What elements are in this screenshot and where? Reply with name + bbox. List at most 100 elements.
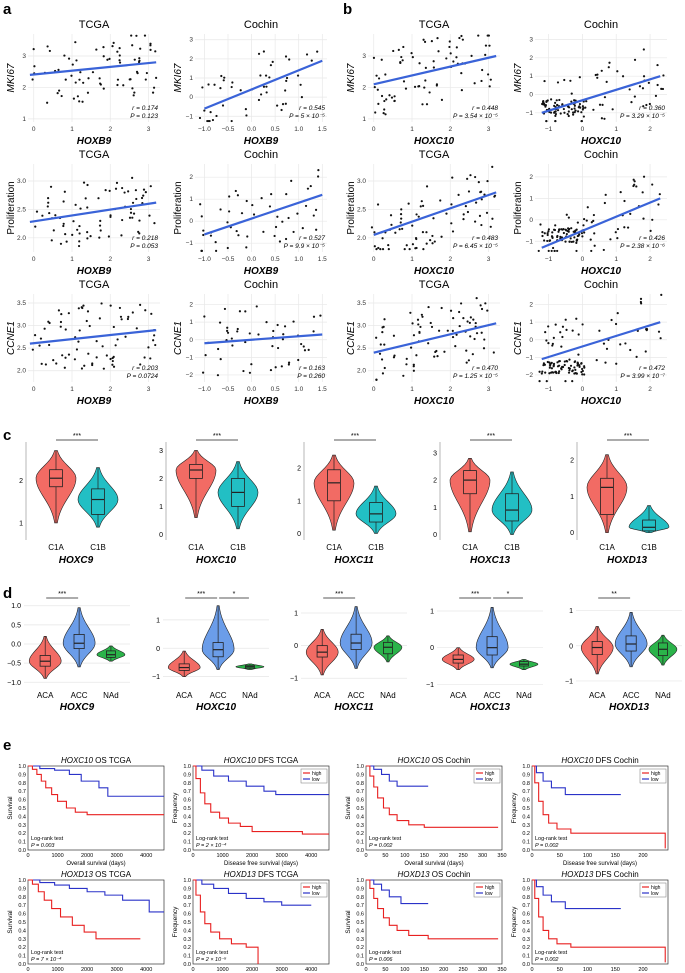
y-tick-label: 0.2 — [356, 945, 364, 951]
scatter-point — [211, 118, 215, 122]
scatter-point — [65, 240, 68, 243]
y-tick-label: 3.5 — [357, 300, 366, 307]
scatter-point — [102, 87, 105, 90]
scatter-point — [567, 114, 570, 118]
y-axis-label: Frequency — [172, 792, 179, 823]
km-title-suffix: DFS Cochin — [593, 756, 638, 765]
y-tick-label: 0.7 — [356, 789, 364, 795]
scatter-point — [230, 85, 233, 89]
scatter-point — [112, 41, 115, 45]
y-tick-label: 0.4 — [18, 928, 26, 934]
scatter-point — [384, 73, 387, 76]
violin-plot-c: 0 1 2 3 *** C1A C1B HOXC10 — [159, 433, 259, 566]
scatter-title: TCGA — [79, 19, 110, 31]
y-tick-label: 0.7 — [18, 789, 26, 795]
regression-line — [204, 59, 323, 110]
scatter-point — [98, 236, 101, 239]
scatter-point — [604, 361, 607, 364]
y-tick-label: 0.5 — [183, 806, 191, 812]
scatter-point — [81, 306, 84, 310]
scatter-point — [619, 343, 622, 346]
scatter-point — [574, 229, 577, 232]
y-tick-label: 0 — [294, 643, 298, 650]
scatter-point — [605, 347, 609, 350]
scatter-title: Cochin — [244, 19, 278, 31]
scatter-point — [629, 348, 632, 352]
scatter-point — [199, 203, 202, 206]
scatter-point — [585, 100, 588, 103]
scatter-point — [537, 249, 540, 253]
scatter-point — [633, 95, 636, 98]
scatter-point — [547, 228, 551, 231]
km-title-gene: HOXC10 — [398, 756, 431, 765]
scatter-point — [411, 322, 414, 325]
scatter-point — [405, 244, 408, 247]
km-title-gene: HOXC10 — [224, 756, 257, 765]
scatter-point — [432, 217, 435, 220]
scatter-point — [431, 242, 434, 245]
scatter-point — [118, 54, 121, 57]
y-tick-label: 0.3 — [522, 937, 530, 943]
x-tick-label: −0.5 — [222, 256, 235, 263]
km-title: HOXD13 OS Cochin — [398, 870, 471, 879]
scatter-point — [574, 368, 577, 371]
violin-shape — [217, 461, 259, 530]
scatter-point — [255, 305, 258, 308]
km-plot: HOXD13 OS Cochin 0.0 0.1 0.2 0.3 0.4 0.5 0.6 0.7… — [345, 870, 507, 973]
gene-label: HOXC13 — [470, 702, 510, 713]
scatter-point — [581, 373, 584, 376]
scatter-point — [578, 365, 581, 368]
scatter-point — [554, 119, 557, 123]
scatter-point — [450, 203, 453, 206]
box — [73, 634, 85, 649]
scatter-point — [86, 206, 89, 209]
scatter-point — [280, 108, 283, 112]
legend-label-high: high — [485, 885, 495, 891]
scatter-point — [603, 117, 606, 120]
scatter-plot: Cochin −1 0 1 2 −2 −1 0 1 2 HOXC10 CCNE1 r = 0.472P … — [513, 279, 667, 407]
x-tick-label: 0 — [364, 967, 367, 973]
scatter-point — [265, 320, 268, 324]
scatter-point — [443, 350, 446, 353]
scatter-point — [432, 60, 435, 63]
scatter-point — [62, 200, 65, 203]
scatter-point — [629, 212, 632, 216]
scatter-point — [590, 249, 593, 253]
scatter-point — [317, 175, 320, 178]
x-tick-label: 0 — [191, 967, 194, 973]
scatter-point — [662, 74, 665, 77]
x-tick-label: 200 — [439, 967, 448, 973]
scatter-point — [607, 66, 610, 69]
x-tick-label: −1 — [545, 256, 553, 263]
scatter-point — [474, 201, 478, 204]
scatter-point — [556, 109, 560, 112]
scatter-point — [582, 115, 585, 118]
correlation-p: P = 6.45 × 10⁻⁵ — [453, 243, 498, 250]
significance-label: *** — [213, 433, 221, 440]
scatter-point — [658, 193, 661, 196]
group-label: ACA — [589, 691, 606, 700]
y-tick-label: 1 — [529, 319, 533, 326]
scatter-point — [578, 105, 581, 108]
y-tick-label: 1.0 — [356, 764, 364, 770]
scatter-point — [586, 206, 589, 209]
scatter-point — [654, 94, 658, 97]
scatter-point — [118, 47, 121, 50]
correlation-r: r = 0.483 — [472, 235, 498, 242]
group-label: ACA — [176, 691, 193, 700]
scatter-point — [421, 315, 424, 318]
scatter-point — [278, 240, 282, 243]
scatter-point — [542, 363, 545, 367]
group-label: ACA — [314, 691, 331, 700]
scatter-point — [455, 333, 458, 336]
scatter-point — [567, 110, 570, 113]
y-tick-label: 0 — [156, 646, 160, 653]
scatter-point — [280, 365, 283, 368]
scatter-point — [270, 192, 273, 196]
x-tick-label: 350 — [497, 967, 506, 973]
scatter-point — [641, 191, 644, 194]
km-curve-low — [193, 879, 312, 906]
scatter-point — [570, 108, 573, 111]
legend-label-high: high — [651, 885, 661, 891]
